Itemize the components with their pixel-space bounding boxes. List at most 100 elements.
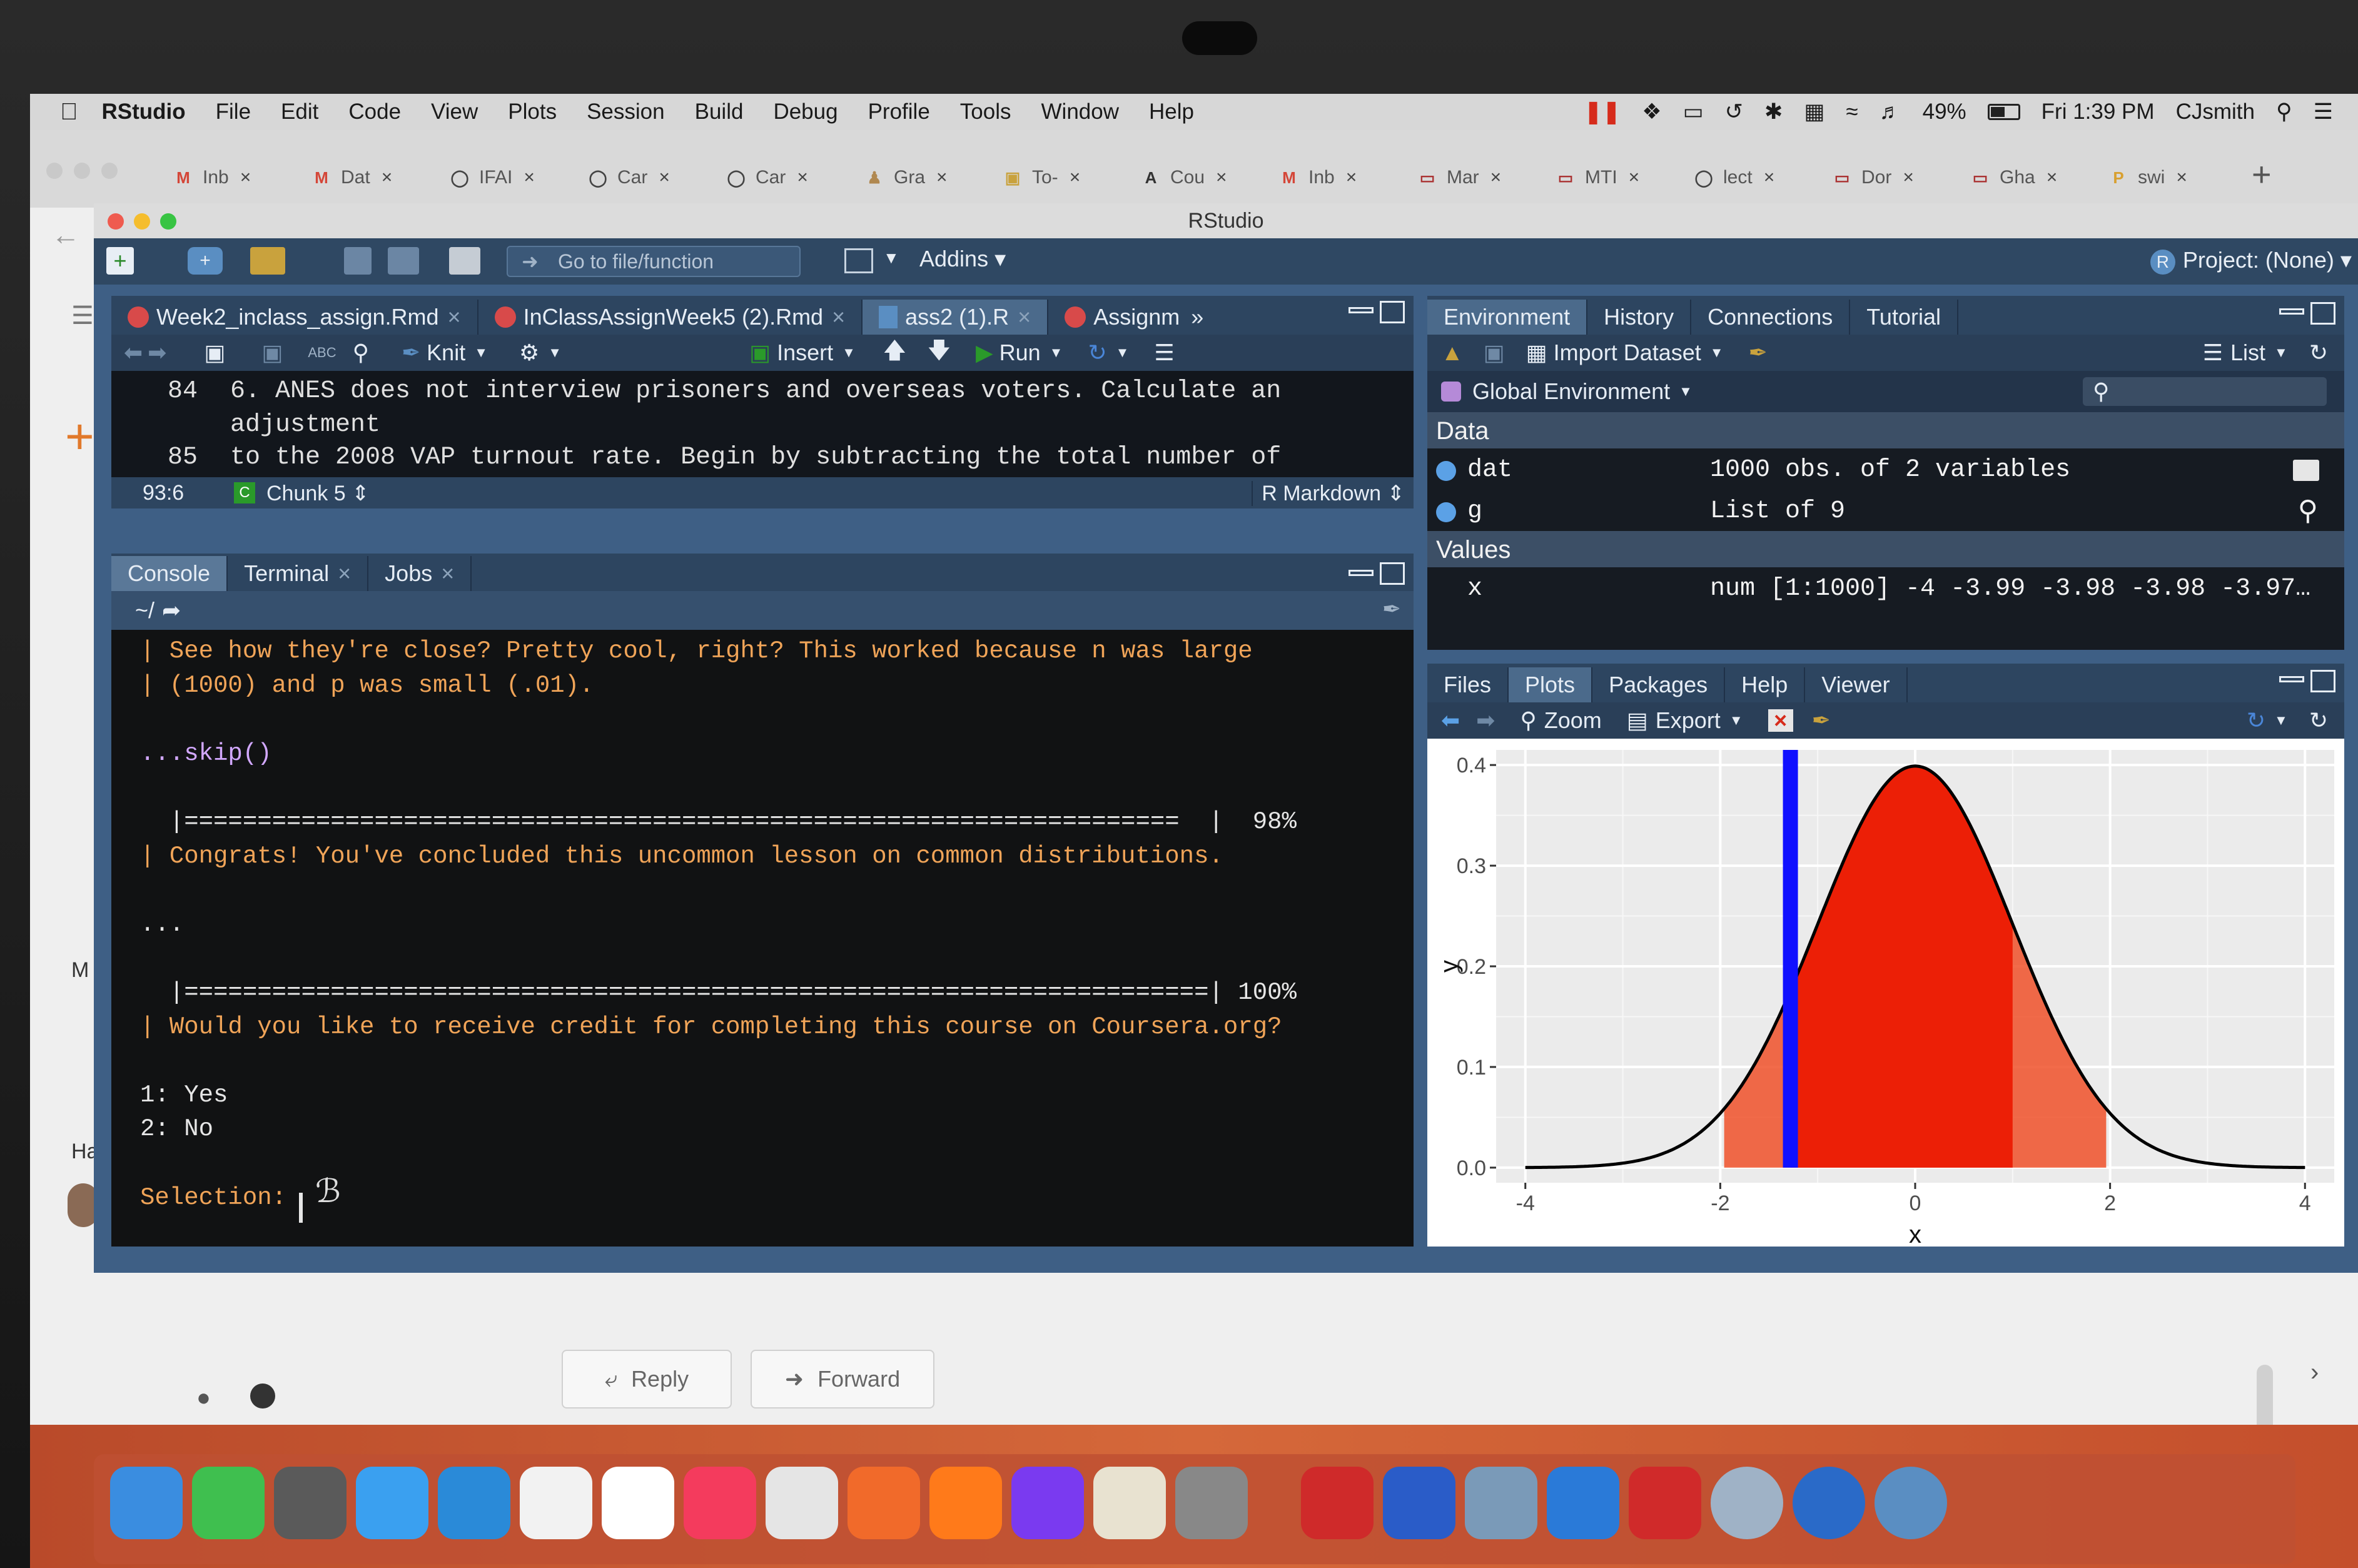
launchpad-icon[interactable] [274,1467,347,1539]
browser-tab[interactable]: ◯ Car × [587,159,670,196]
zoom-button[interactable]: Zoom [1544,707,1602,733]
chevron-right-icon[interactable]: › [2310,1358,2319,1386]
display-icon[interactable]: ▭ [1682,99,1704,124]
browser-tab[interactable]: A Cou × [1140,159,1227,196]
photos-icon[interactable] [602,1467,674,1539]
close-tab-icon[interactable]: × [659,167,670,188]
maximize-pane-icon[interactable] [2310,302,2335,325]
r-markdown-icon[interactable] [1793,1467,1865,1539]
plot-canvas[interactable]: -4 -2 0 2 4 0.0 0.1 0.2 0.3 0.4 x y [1427,739,2344,1248]
word-icon[interactable] [1383,1467,1455,1539]
close-tab-icon[interactable]: × [1628,167,1640,188]
project-menu[interactable]: R Project: (None) ▾ [2150,247,2352,275]
chrome-icon[interactable] [766,1467,838,1539]
back-arrow-icon[interactable]: ← [51,218,80,251]
save-workspace-icon[interactable]: ▣ [1483,340,1505,365]
browser-tab[interactable]: ▭ Dor × [1831,159,1914,196]
close-tab-icon[interactable]: × [1018,304,1031,330]
maximize-pane-icon[interactable] [2310,670,2335,692]
minimize-pane-icon[interactable] [1349,570,1374,576]
tab-ass2-r[interactable]: ass2 (1).R × [863,300,1049,335]
close-tab-icon[interactable]: × [338,560,352,586]
firefox-dev-icon[interactable] [1011,1467,1084,1539]
finder-icon[interactable] [110,1467,183,1539]
next-plot-icon[interactable]: ➡ [1476,707,1495,733]
menu-edit[interactable]: Edit [263,99,318,124]
close-tab-icon[interactable]: × [2176,167,2187,188]
close-tab-icon[interactable]: × [1763,167,1775,188]
menu-help[interactable]: Help [1131,99,1194,124]
tab-history[interactable]: History [1587,300,1692,335]
minimize-window-button[interactable] [134,213,150,230]
open-file-icon[interactable] [250,247,285,275]
spotlight-icon[interactable]: ⚲ [2275,99,2292,124]
menu-build[interactable]: Build [677,99,744,124]
parallels-icon[interactable] [1301,1467,1374,1539]
menu-debug[interactable]: Debug [755,99,837,124]
knit-button[interactable]: Knit [427,340,466,365]
tab-viewer[interactable]: Viewer [1805,667,1908,702]
person-icon[interactable]: ● [196,1385,211,1411]
browser-tab[interactable]: M Inb × [173,159,251,196]
tab-environment[interactable]: Environment [1427,300,1588,335]
new-tab-button[interactable]: + [2252,156,2272,193]
safari-icon[interactable] [438,1467,510,1539]
bluetooth-icon[interactable]: ✱ [1764,99,1783,124]
show-in-window-icon[interactable]: ▣ [204,340,226,365]
compose-plus-icon[interactable]: + [65,408,94,464]
browser-tab[interactable]: ◯ IFAI × [449,159,534,196]
maximize-pane-icon[interactable] [1380,301,1405,323]
minimize-pane-icon[interactable] [2279,308,2304,315]
previous-chunk-icon[interactable]: 🡅 [883,336,906,363]
working-directory[interactable]: ~/ [135,597,155,623]
tab-week2-rmd[interactable]: Week2_inclass_assign.Rmd × [111,300,478,335]
print-icon[interactable] [449,247,480,275]
menu-file[interactable]: File [198,99,251,124]
dropbox-icon[interactable]: ❖ [1642,99,1662,124]
chevron-down-icon[interactable]: ▼ [1115,345,1130,360]
menu-profile[interactable]: Profile [850,99,930,124]
list-view-button[interactable]: List [2230,340,2266,365]
save-all-icon[interactable] [388,247,419,275]
chevron-down-icon[interactable]: ▼ [2274,345,2288,360]
close-tab-icon[interactable]: × [441,560,455,586]
run-button[interactable]: Run [999,340,1041,365]
addins-menu[interactable]: Addins ▾ [919,246,1006,271]
close-tab-icon[interactable]: × [832,304,846,330]
editor-text[interactable]: 84 6. ANES does not interview prisoners … [111,371,1414,439]
minimize-pane-icon[interactable] [2279,676,2304,682]
more-tabs-icon[interactable]: » [1191,304,1204,330]
maximize-pane-icon[interactable] [1380,562,1405,585]
goto-directory-icon[interactable]: ➦ [162,597,181,623]
tab-plots[interactable]: Plots [1509,667,1593,702]
publish-icon[interactable]: ↻ [2246,707,2266,733]
battery-percent[interactable]: 49% [1922,99,1966,124]
chunk-navigator[interactable]: Chunk 5 ⇕ [266,482,370,505]
close-tab-icon[interactable]: × [1216,167,1227,188]
tab-connections[interactable]: Connections [1691,300,1851,335]
close-tab-icon[interactable]: × [381,167,393,188]
tab-assignment[interactable]: Assignm » [1048,300,1220,335]
menubar-user[interactable]: CJsmith [2175,99,2255,124]
forward-arrow-icon[interactable]: ➡ [148,340,167,365]
brave-icon[interactable] [848,1467,920,1539]
code-line[interactable]: to the 2008 VAP turnout rate. Begin by s… [230,443,1282,472]
windows-icon[interactable] [1547,1467,1619,1539]
env-row-x[interactable]: x num [1:1000] -4 -3.99 -3.98 -3.98 -3.9… [1427,567,2344,609]
tab-terminal[interactable]: Terminal × [228,556,369,591]
browser-tab[interactable]: ▣ To- × [1002,159,1081,196]
search-icon[interactable]: ⚲ [2297,495,2318,526]
back-arrow-icon[interactable]: ⬅ [124,340,143,365]
tab-inclass-week5-rmd[interactable]: InClassAssignWeek5 (2).Rmd × [478,300,863,335]
browser-tab[interactable]: ▭ Mar × [1417,159,1502,196]
menu-code[interactable]: Code [330,99,401,124]
menu-plots[interactable]: Plots [490,99,557,124]
chevron-down-icon[interactable]: ▼ [1729,712,1743,728]
environment-search-input[interactable]: ⚲ [2083,377,2327,406]
console-output[interactable]: | See how they're close? Pretty cool, ri… [111,630,1414,1247]
apple-icon[interactable]:  [60,99,78,126]
browser-tab[interactable]: ▭ Gha × [1970,159,2058,196]
tab-tutorial[interactable]: Tutorial [1850,300,1958,335]
expand-icon[interactable] [1436,461,1456,481]
